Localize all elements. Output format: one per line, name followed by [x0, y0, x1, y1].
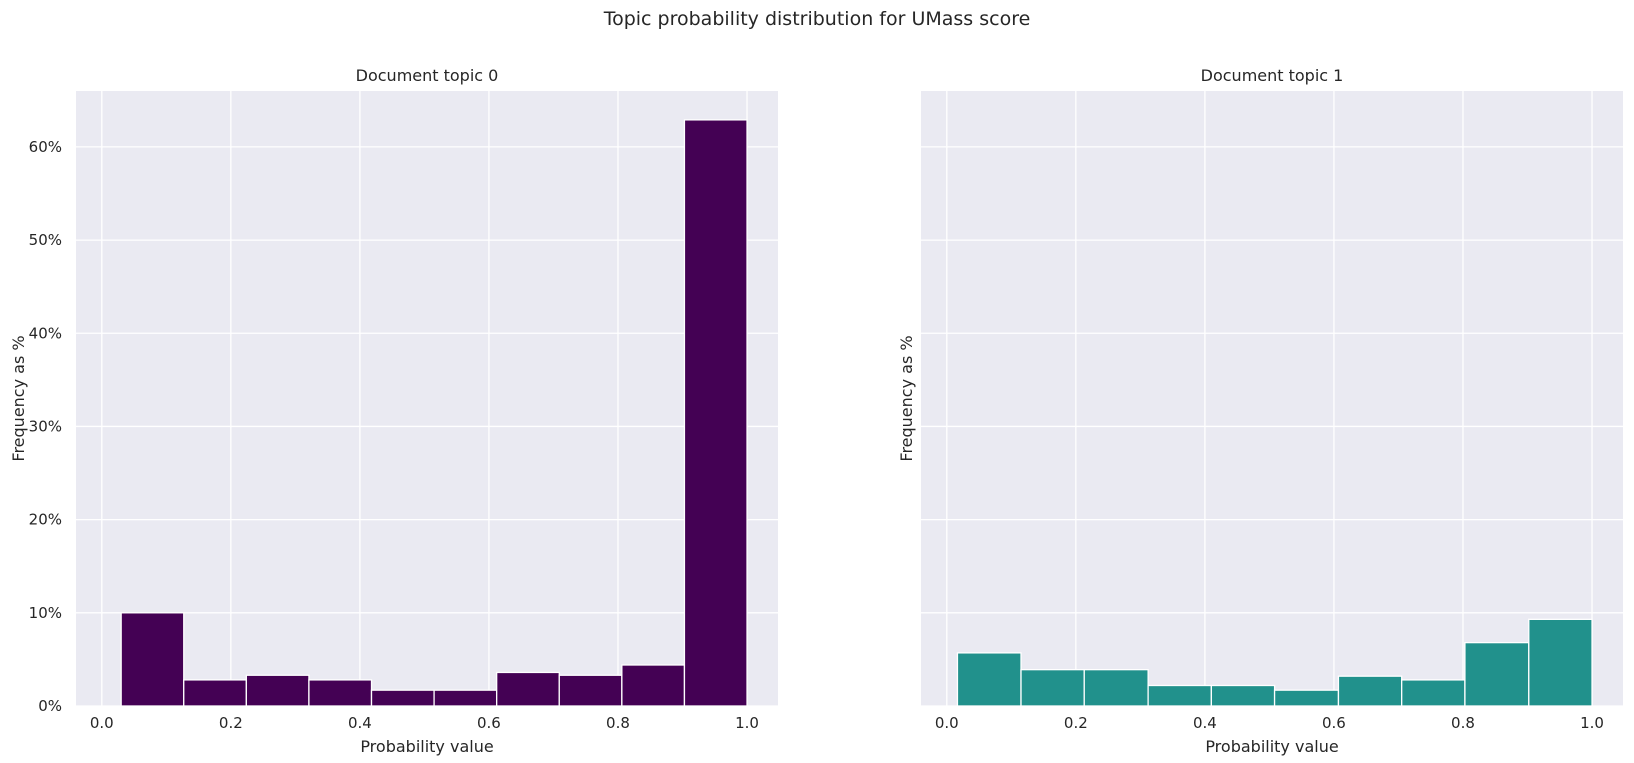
histogram-bar: [1528, 618, 1593, 707]
x-tick-label: 0.2: [1064, 714, 1088, 732]
y-tick-label: 40%: [29, 324, 62, 342]
histogram-bar: [308, 679, 373, 707]
histogram-bar: [1147, 684, 1212, 707]
x-tick-label: 0.0: [90, 714, 114, 732]
axes-background: [76, 91, 778, 706]
axes-background: [921, 91, 1623, 706]
histogram-bar: [1273, 689, 1340, 707]
figure-suptitle: Topic probability distribution for UMass…: [603, 8, 1031, 30]
y-axis-label: Frequency as %: [9, 335, 28, 461]
subplot-document-topic-1: 0.0 0.2 0.4 0.6 0.8 1.0 Document topic 1 Probab…: [897, 66, 1623, 756]
x-tick-label: 1.0: [1580, 714, 1604, 732]
x-tick-label: 0.8: [606, 714, 630, 732]
histogram-bar: [120, 612, 185, 707]
x-tick-label: 0.8: [1451, 714, 1475, 732]
histogram-bar: [183, 679, 247, 707]
y-axis-label: Frequency as %: [897, 335, 916, 461]
histogram-bar: [245, 674, 310, 707]
histogram-bar: [683, 119, 748, 707]
histogram-bar: [1464, 641, 1530, 707]
y-tick-label: 30%: [29, 417, 62, 435]
histogram-bar: [433, 689, 498, 707]
subplot-title: Document topic 0: [356, 66, 499, 85]
histogram-bar: [1083, 669, 1149, 707]
histogram-bar: [558, 674, 623, 707]
x-tick-label: 0.4: [348, 714, 372, 732]
subplot-document-topic-0: 0.0 0.2 0.4 0.6 0.8 1.0 0% 10% 20% 30% 40% 50% 60% Do…: [9, 66, 778, 756]
x-tick-label: 0.0: [935, 714, 959, 732]
y-tick-label: 10%: [29, 604, 62, 622]
x-axis-label: Probability value: [1205, 737, 1338, 756]
histogram-bar: [621, 664, 686, 707]
histogram-bar: [370, 689, 435, 707]
histogram-bar: [956, 652, 1022, 707]
y-tick-label: 20%: [29, 511, 62, 529]
x-tick-label: 0.4: [1193, 714, 1217, 732]
x-tick-label: 0.6: [477, 714, 501, 732]
histogram-bar: [496, 671, 560, 707]
x-axis-label: Probability value: [360, 737, 493, 756]
x-tick-label: 0.6: [1322, 714, 1346, 732]
histogram-bar: [1020, 669, 1085, 707]
histogram-bar: [1337, 675, 1403, 707]
y-tick-label: 0%: [38, 697, 62, 715]
x-tick-label: 0.2: [219, 714, 243, 732]
x-tick-label: 1.0: [735, 714, 759, 732]
y-tick-label: 50%: [29, 231, 62, 249]
histogram-bar: [1210, 684, 1276, 707]
histogram-bar: [1401, 679, 1466, 707]
subplot-title: Document topic 1: [1201, 66, 1344, 85]
y-tick-label: 60%: [29, 138, 62, 156]
